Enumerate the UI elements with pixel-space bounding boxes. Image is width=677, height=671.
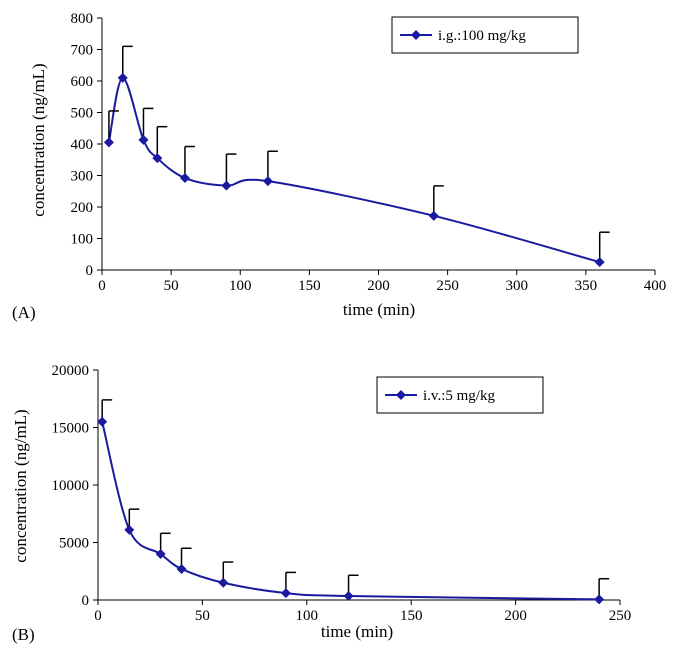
y-tick-label-a: 0 bbox=[86, 263, 94, 279]
series-line-b bbox=[101, 421, 600, 601]
x-tick-label-a: 350 bbox=[575, 278, 598, 294]
data-point-b bbox=[97, 416, 108, 427]
series-line-a bbox=[107, 76, 600, 264]
y-tick-label-a: 200 bbox=[71, 200, 94, 216]
legend-a: i.g.:100 mg/kg bbox=[391, 16, 579, 54]
y-tick-label-a: 700 bbox=[71, 43, 94, 59]
x-tick-label-b: 200 bbox=[504, 608, 527, 624]
y-tick-label-b: 15000 bbox=[52, 421, 90, 437]
x-tick-label-a: 250 bbox=[436, 278, 459, 294]
data-point-b bbox=[218, 577, 229, 588]
panel-b: (B) concentration (ng/mL) time (min) 0 50… bbox=[11, 363, 631, 644]
y-tick-label-a: 600 bbox=[71, 74, 94, 90]
x-tick-label-b: 50 bbox=[195, 608, 210, 624]
data-point-a bbox=[594, 257, 605, 268]
panel-label-a: (A) bbox=[12, 303, 36, 322]
data-point-a bbox=[152, 153, 163, 164]
legend-marker-b bbox=[396, 390, 406, 400]
x-axis-label-a: time (min) bbox=[343, 300, 415, 319]
x-tick-label-a: 50 bbox=[164, 278, 179, 294]
x-tick-label-b: 150 bbox=[400, 608, 423, 624]
plot-area-a: 0 50 100 150 200 250 300 350 400 0 100 200 300 400 500… bbox=[71, 11, 667, 294]
data-point-a bbox=[221, 180, 232, 191]
y-tick-label-b: 10000 bbox=[52, 478, 90, 494]
data-point-b bbox=[155, 549, 166, 559]
legend-marker-a bbox=[411, 30, 421, 40]
data-point-b bbox=[280, 588, 291, 599]
y-axis-label-b: concentration (ng/mL) bbox=[11, 409, 30, 562]
data-point-a bbox=[103, 137, 114, 148]
legend-label-b: i.v.:5 mg/kg bbox=[423, 388, 495, 404]
x-tick-label-a: 300 bbox=[506, 278, 529, 294]
x-axis-label-b: time (min) bbox=[321, 622, 393, 641]
data-point-a bbox=[428, 210, 439, 221]
data-point-a bbox=[262, 176, 273, 187]
x-tick-label-a: 400 bbox=[644, 278, 667, 294]
panel-label-b: (B) bbox=[12, 625, 35, 644]
x-tick-label-a: 100 bbox=[229, 278, 252, 294]
x-tick-label-b: 100 bbox=[296, 608, 319, 624]
legend-b: i.v.:5 mg/kg bbox=[376, 376, 544, 414]
data-point-b bbox=[124, 524, 135, 535]
plot-area-b: 0 50 100 150 200 250 0 5000 10000 15000 20000 bbox=[52, 363, 632, 624]
x-tick-label-b: 250 bbox=[609, 608, 632, 624]
data-point-b bbox=[594, 594, 605, 605]
x-tick-label-a: 150 bbox=[298, 278, 321, 294]
data-point-a bbox=[179, 173, 190, 184]
data-point-a bbox=[117, 72, 128, 83]
panel-a: (A) concentration (ng/mL) time (min) 0 50… bbox=[12, 11, 666, 322]
data-point-a bbox=[138, 134, 149, 145]
y-tick-label-a: 400 bbox=[71, 137, 94, 153]
y-tick-label-b: 20000 bbox=[52, 363, 90, 379]
x-tick-label-a: 0 bbox=[98, 278, 106, 294]
y-tick-label-a: 100 bbox=[71, 232, 94, 248]
y-axis-label-a: concentration (ng/mL) bbox=[29, 63, 48, 216]
y-tick-label-b: 5000 bbox=[59, 536, 89, 552]
x-tick-label-a: 200 bbox=[367, 278, 390, 294]
y-tick-label-a: 800 bbox=[71, 11, 94, 27]
y-tick-label-a: 500 bbox=[71, 106, 94, 122]
data-point-b bbox=[343, 590, 354, 601]
legend-label-a: i.g.:100 mg/kg bbox=[438, 28, 526, 44]
x-tick-label-b: 0 bbox=[94, 608, 102, 624]
y-tick-label-a: 300 bbox=[71, 169, 94, 185]
data-point-b bbox=[176, 563, 187, 574]
y-tick-label-b: 0 bbox=[82, 593, 90, 609]
